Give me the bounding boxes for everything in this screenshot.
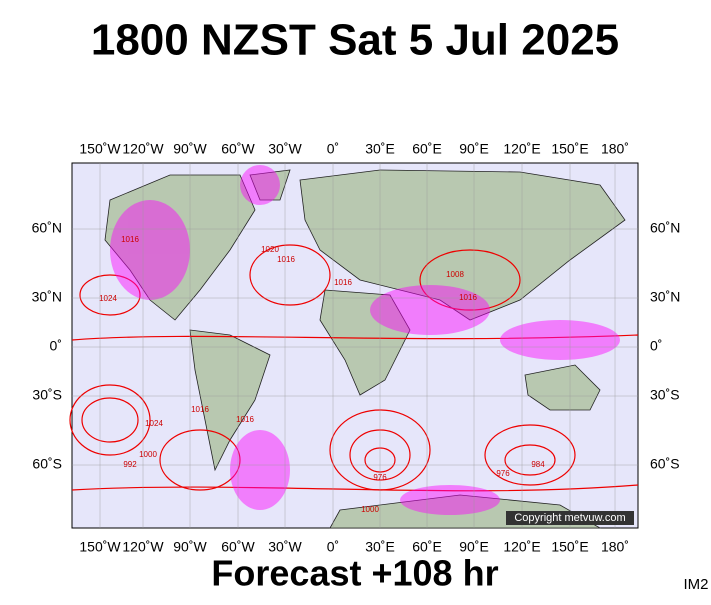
lon-label-bottom: 150˚E — [551, 539, 588, 555]
lon-label-top: 30˚E — [365, 141, 395, 157]
lat-label-right: 30˚N — [650, 289, 680, 305]
lon-label-bottom: 0˚ — [327, 539, 339, 555]
lon-label-bottom: 150˚W — [79, 539, 121, 555]
lon-label-top: 0˚ — [327, 141, 339, 157]
lat-label-right: 30˚S — [650, 387, 680, 403]
lon-label-bottom: 120˚W — [122, 539, 164, 555]
lon-label-top: 180˚ — [601, 141, 629, 157]
lon-label-bottom: 30˚W — [268, 539, 302, 555]
isobar-label: 1024 — [99, 294, 117, 303]
isobar-label: 1024 — [145, 419, 163, 428]
precip — [110, 165, 620, 515]
lon-label-bottom: 180˚ — [601, 539, 629, 555]
lat-label-left: 30˚N — [32, 289, 62, 305]
lon-label-top: 150˚W — [79, 141, 121, 157]
isobar-label: 1016 — [236, 415, 254, 424]
image-code: IM2 — [683, 576, 708, 593]
isobar-label: 1016 — [334, 278, 352, 287]
title: 1800 NZST Sat 5 Jul 2025 — [91, 16, 619, 65]
lon-label-top: 90˚W — [173, 141, 207, 157]
lon-label-top: 120˚W — [122, 141, 164, 157]
isobar-label: 1000 — [139, 450, 157, 459]
lon-label-top: 90˚E — [459, 141, 489, 157]
lon-label-bottom: 120˚E — [503, 539, 540, 555]
lon-label-top: 30˚W — [268, 141, 302, 157]
map: 1024101610201016100810161024101699210009… — [69, 162, 639, 529]
lat-label-left: 30˚S — [32, 387, 62, 403]
copyright: Copyright metvuw.com — [514, 512, 625, 524]
lon-label-top: 60˚W — [221, 141, 255, 157]
lon-label-top: 150˚E — [551, 141, 588, 157]
lat-label-right: 60˚N — [650, 220, 680, 236]
forecast: Forecast +108 hr — [211, 553, 498, 594]
lon-label-bottom: 30˚E — [365, 539, 395, 555]
lon-label-bottom: 90˚E — [459, 539, 489, 555]
lat-label-left: 60˚N — [32, 220, 62, 236]
lat-label-left: 0˚ — [50, 338, 62, 354]
isobar-label: 992 — [123, 460, 137, 469]
isobar-label: 1008 — [446, 270, 464, 279]
lat-label-right: 60˚S — [650, 456, 680, 472]
isobar-label: 1016 — [277, 255, 295, 264]
lat-label-left: 60˚S — [32, 456, 62, 472]
isobar-label: 1016 — [191, 405, 209, 414]
landmasses — [104, 169, 626, 529]
isobar-label: 976 — [373, 473, 387, 482]
lon-label-top: 120˚E — [503, 141, 540, 157]
isobar-label: 1016 — [121, 235, 139, 244]
isobars — [69, 244, 639, 492]
lon-label-bottom: 60˚E — [412, 539, 442, 555]
lon-label-top: 60˚E — [412, 141, 442, 157]
isobar-label: 1020 — [261, 245, 279, 254]
isobar-label: 1000 — [361, 505, 379, 514]
isobar-label: 1016 — [459, 293, 477, 302]
copyright-box — [506, 511, 634, 525]
lon-label-bottom: 60˚W — [221, 539, 255, 555]
lat-label-right: 0˚ — [650, 338, 662, 354]
isobar-label: 984 — [531, 460, 545, 469]
isobar-label: 976 — [496, 469, 510, 478]
lon-label-bottom: 90˚W — [173, 539, 207, 555]
